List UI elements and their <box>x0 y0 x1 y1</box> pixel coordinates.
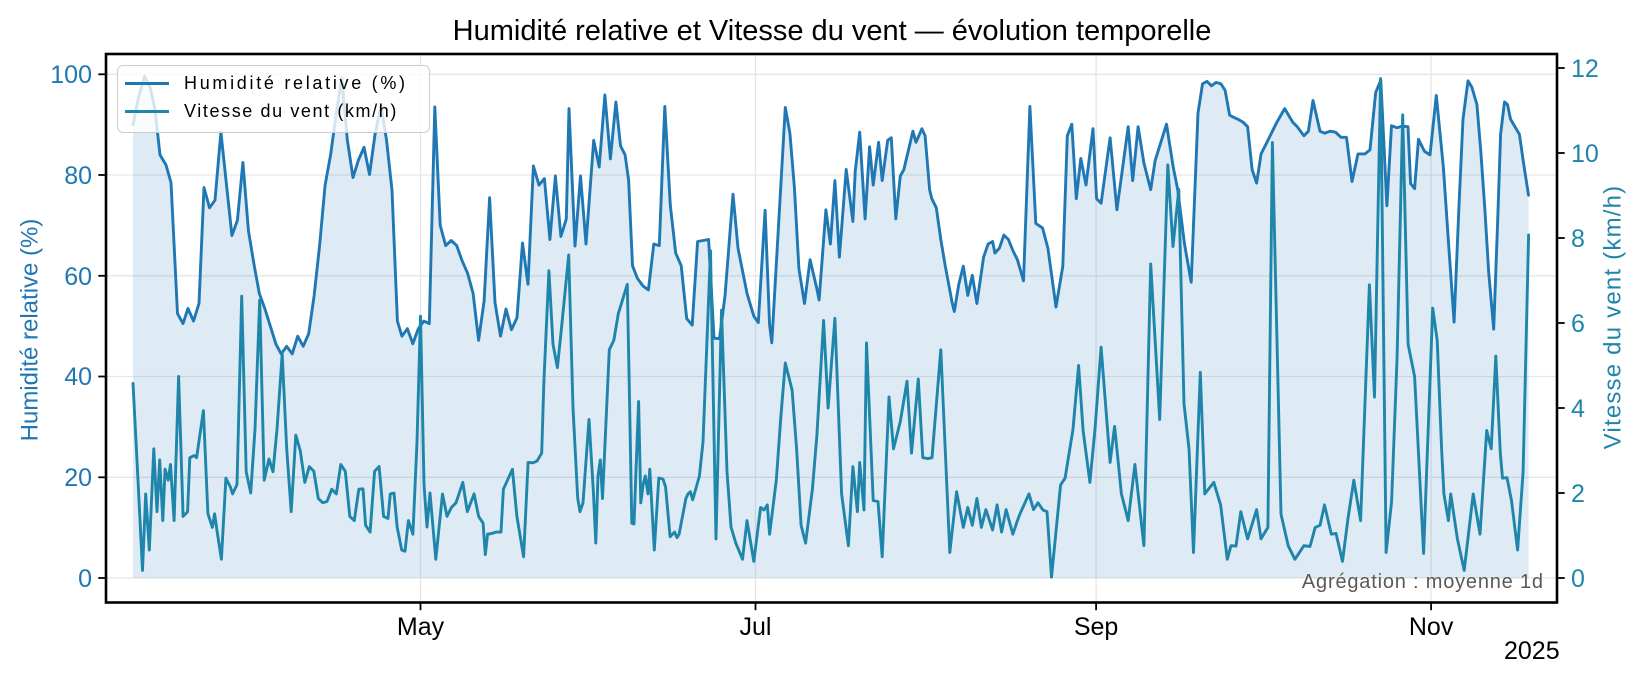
svg-text:Humidité relative (%): Humidité relative (%) <box>17 219 44 442</box>
svg-text:Vitesse du vent (km/h): Vitesse du vent (km/h) <box>1600 185 1627 450</box>
